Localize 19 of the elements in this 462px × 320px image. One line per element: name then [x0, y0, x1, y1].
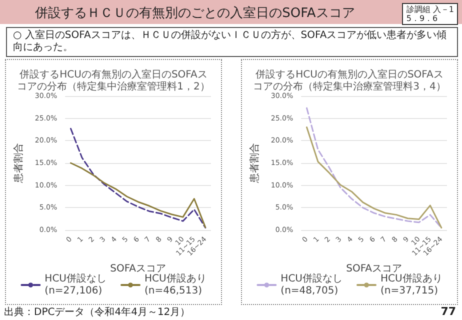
chart-title: 併設するHCUの有無別の入室日のSOFAスコアの分布（特定集中治療室管理料1，2） [17, 68, 210, 92]
line-series [70, 128, 206, 229]
y-axis-title: 患者割合 [248, 143, 260, 184]
y-axis-title: 患者割合 [12, 143, 24, 184]
legend-label: HCU併設なし (n=27,106) [44, 272, 107, 296]
text: 併設するＨＣＵの有無別のごとの入室日のSOFAスコア [34, 5, 356, 22]
legend-label: HCU併設あり (n=46,513) [144, 272, 206, 296]
legend-label: HCU併設なし (n=48,705) [280, 272, 343, 296]
x-axis-title: SOFAスコア [110, 264, 166, 275]
chart-title: 併設するHCUの有無別の入室日のSOFAスコアの分布（特定集中治療室管理料3，4） [253, 68, 446, 92]
line-series [70, 162, 206, 228]
text: 77 [440, 305, 456, 318]
text: 診調組 入－1 5．9．6 [402, 3, 458, 25]
line-series [306, 126, 442, 229]
legend-label: HCU併設あり (n=37,715) [380, 272, 442, 296]
x-axis-title: SOFAスコア [346, 264, 402, 275]
line-series [306, 107, 442, 229]
source-note: 出典：DPCデータ（令和4年4月～12月） [4, 307, 190, 319]
text: ○ 入室日のSOFAスコアは、ＨＣＵの併設がないＩＣＵの方が、SOFAスコアが低い患者が多い傾向にあった。 [6, 27, 458, 57]
